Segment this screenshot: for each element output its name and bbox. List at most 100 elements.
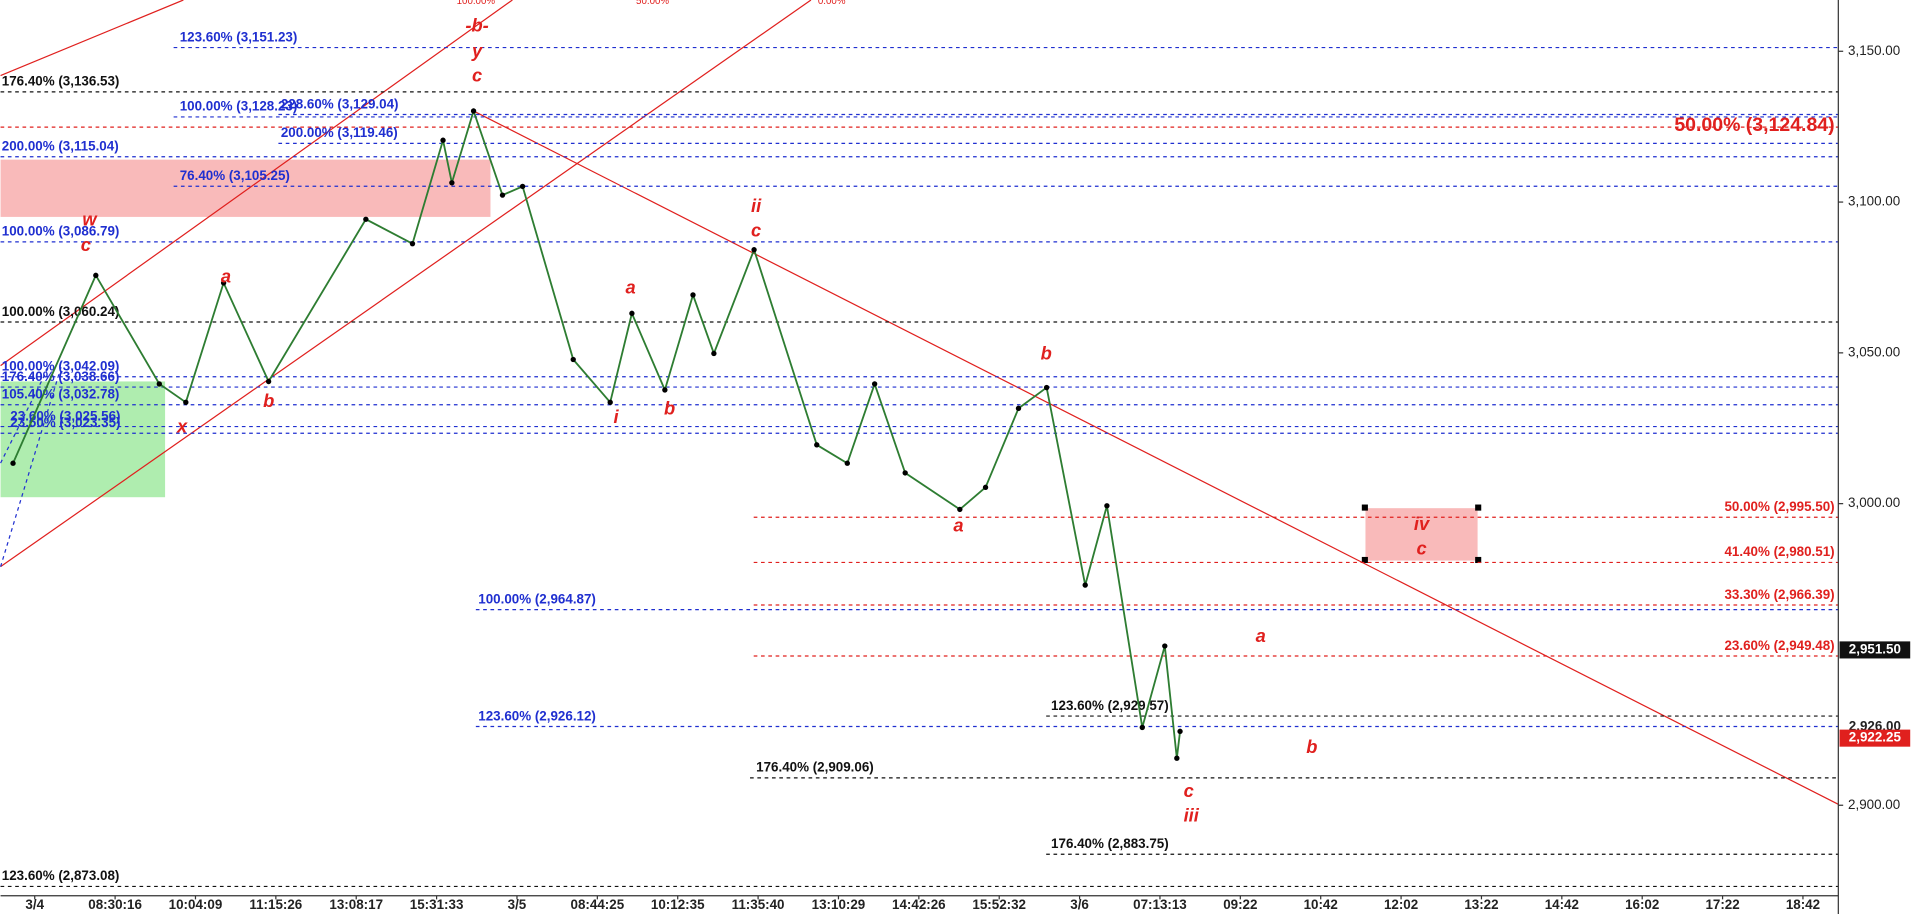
wave-label: a — [953, 514, 963, 535]
level-label: 50.00% (2,995.50) — [1724, 499, 1834, 514]
level-label: 33.30% (2,966.39) — [1724, 587, 1834, 602]
pivot — [1104, 503, 1110, 509]
y-tick-label: 3,050.00 — [1848, 344, 1900, 359]
level-label: 41.40% (2,980.51) — [1724, 544, 1834, 559]
axes: 3,150.00 3,100.00 3,050.00 3,000.00 2,900.00… — [25, 43, 1911, 912]
x-tick-label: 17:22 — [1705, 897, 1739, 912]
x-tick-label: 11:35:40 — [732, 897, 785, 912]
price-tag — [1839, 641, 1911, 659]
wave-label: a — [1256, 625, 1266, 646]
pivot — [449, 180, 455, 186]
level-label: 100.00% (3,128.23) — [180, 99, 298, 114]
wave-label: iii — [1184, 804, 1200, 825]
corner — [1361, 504, 1368, 511]
dashed-line — [0, 365, 63, 567]
x-tick-label: 13:10:29 — [812, 897, 866, 912]
x-tick-label: 13:08:17 — [329, 897, 383, 912]
pivot — [1043, 384, 1050, 391]
pivot — [183, 399, 189, 406]
pivot — [957, 506, 963, 513]
level-label: 23.60% (3,025.56) — [10, 408, 120, 423]
pivot — [470, 108, 477, 114]
pivot — [711, 350, 717, 357]
channel-line — [0, 0, 513, 367]
pivot — [690, 292, 696, 298]
x-tick-label: 07:13:13 — [1133, 897, 1187, 912]
x-tick-label: 11:15:26 — [249, 897, 302, 912]
wave-label: c — [81, 234, 91, 255]
levels: 123.60% (3,151.23) 176.40% (3,136.53) 228.… — [0, 29, 1839, 888]
pivot — [1139, 724, 1145, 731]
x-tick-label: 3/4 — [25, 897, 44, 912]
level-label: 100.00% (3,042.09) — [2, 359, 120, 374]
price — [10, 108, 1183, 761]
x-tick-label: 15:52:32 — [972, 897, 1026, 912]
x-tick-label: 10:12:35 — [651, 897, 705, 912]
wave-label: -b- — [465, 15, 488, 36]
x-tick-label: 09:22 — [1223, 897, 1257, 912]
pivot — [751, 247, 757, 253]
wave-label: b — [664, 397, 675, 418]
pivot — [902, 470, 908, 476]
wave-label: a — [626, 277, 636, 298]
wave-label: y — [471, 40, 483, 61]
channel-label: 100.00% — [457, 0, 496, 7]
x-tick-label: 3/5 — [508, 897, 527, 912]
pivot — [1174, 755, 1180, 761]
channel-label: 50.00% — [636, 0, 669, 7]
pivot — [662, 387, 668, 393]
pivot — [1082, 582, 1088, 588]
wave-label: c — [751, 219, 761, 240]
y-tick-label: 3,000.00 — [1848, 495, 1900, 510]
pivot — [10, 460, 16, 466]
trend-lines — [0, 0, 1839, 805]
corner — [1475, 504, 1482, 511]
x-tick-label: 10:04:09 — [169, 897, 223, 912]
pivot — [220, 280, 227, 286]
pivot — [570, 356, 576, 363]
level-label: 100.00% (2,964.87) — [478, 591, 596, 606]
pivot — [265, 378, 272, 385]
dashed-line — [0, 365, 50, 464]
level-label: 176.40% (2,909.06) — [756, 760, 874, 775]
price-line — [12, 108, 1181, 759]
x-tick-label: 14:42:26 — [892, 897, 946, 912]
level-label: 50.00% (3,124.84) — [1674, 114, 1834, 136]
pivot — [607, 399, 613, 406]
y-tick-label: 3,150.00 — [1848, 43, 1900, 58]
x-tick-label: 3/6 — [1070, 897, 1089, 912]
wave-label: i — [613, 406, 619, 427]
wave-label: w — [82, 208, 98, 229]
level-label: 123.60% (2,929.57) — [1051, 698, 1169, 713]
zone-corners — [1361, 504, 1482, 564]
pivot — [156, 381, 162, 387]
level-label: 123.60% (2,926.12) — [478, 708, 596, 723]
wave-label: b — [1041, 342, 1052, 363]
level-label: 76.40% (3,105.25) — [180, 168, 290, 183]
x-tick-label: 18:42 — [1786, 897, 1820, 912]
pivot — [409, 241, 416, 247]
wave-label: b — [263, 390, 274, 411]
trend-line — [473, 110, 1839, 805]
pivot — [519, 183, 526, 190]
pivot — [871, 381, 878, 387]
price-tag-label: 2,922.25 — [1849, 730, 1902, 745]
x-tick-label: 12:02 — [1384, 897, 1418, 912]
pivot — [363, 216, 369, 222]
price-tag-label: 2,951.50 — [1849, 641, 1901, 656]
level-label: 176.40% (2,883.75) — [1051, 836, 1169, 851]
price-tag — [1839, 729, 1911, 747]
level-label: 23.60% (3,023.35) — [10, 415, 120, 430]
pivot — [814, 442, 820, 448]
x-tick-label: 15:31:33 — [410, 897, 464, 912]
level-label: 176.40% (3,136.53) — [2, 74, 120, 89]
wave-label: c — [472, 65, 482, 86]
pivot — [629, 310, 635, 317]
x-tick-label: 14:42 — [1545, 897, 1579, 912]
level-label: 23.60% (2,949.48) — [1724, 638, 1834, 653]
wave-label: a — [221, 266, 231, 287]
